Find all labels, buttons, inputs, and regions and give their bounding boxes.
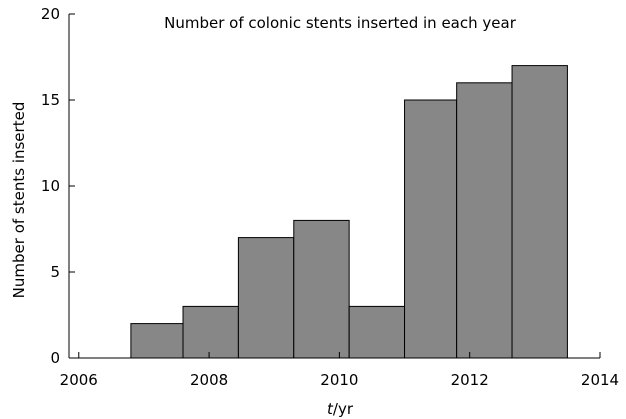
x-ticks-group: 2006 2008 2010 2012 2014	[60, 352, 619, 389]
x-tick-label: 2014	[581, 371, 619, 389]
x-axis-label: t/yr	[327, 400, 354, 418]
x-tick-label: 2008	[190, 371, 228, 389]
y-tick-label: 5	[50, 263, 60, 281]
bar-2	[182, 305, 239, 359]
y-ticks-group: 0 5 10 15 20	[41, 5, 75, 367]
y-tick-label: 10	[41, 177, 60, 195]
x-tick-label: 2012	[451, 371, 489, 389]
chart-title: Number of colonic stents inserted in eac…	[164, 14, 517, 32]
bar-8	[511, 65, 568, 359]
bar-4	[293, 219, 350, 359]
bar-7	[456, 82, 513, 359]
x-axis-label-italic: t	[327, 400, 334, 418]
bars-group	[130, 65, 568, 359]
y-tick-label: 20	[41, 5, 60, 23]
y-tick-label: 15	[41, 91, 60, 109]
y-tick-label: 0	[50, 349, 60, 367]
x-axis-label-rest: /yr	[333, 400, 354, 418]
bar-3	[237, 237, 295, 359]
bar-6	[404, 99, 458, 359]
x-tick-label: 2006	[60, 371, 98, 389]
bar-1	[130, 323, 184, 359]
y-axis-label: Number of stents inserted	[10, 102, 28, 299]
x-tick-label: 2010	[320, 371, 358, 389]
bar-5	[348, 305, 406, 359]
